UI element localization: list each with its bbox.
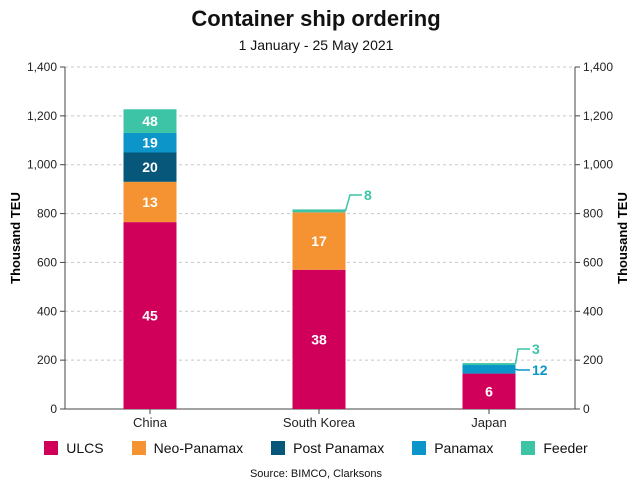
x-tick-label: South Korea <box>283 415 356 430</box>
callout-line <box>514 348 530 365</box>
legend-swatch <box>521 441 536 455</box>
data-label: 20 <box>142 159 158 175</box>
y-tick-label-right: 600 <box>583 255 603 269</box>
y-tick-label-right: 0 <box>583 402 590 416</box>
y-tick-label-left: 1,400 <box>27 60 57 74</box>
bar-segment <box>123 109 177 133</box>
data-label: 13 <box>142 194 158 210</box>
chart-title: Container ship ordering <box>191 6 441 31</box>
legend-item: Panamax <box>412 440 493 456</box>
legend-label: Panamax <box>434 440 494 456</box>
legend-swatch <box>44 441 59 455</box>
bar-segment <box>292 209 346 213</box>
x-tick-label: Japan <box>471 415 506 430</box>
y-tick-label-left: 1,000 <box>27 158 57 172</box>
data-label: 19 <box>142 135 158 151</box>
callout-line <box>344 194 362 212</box>
callout-label: 12 <box>532 362 548 378</box>
legend-swatch <box>131 441 146 455</box>
y-axis-title-left: Thousand TEU <box>8 192 23 284</box>
callout-line <box>515 368 530 371</box>
data-label: 6 <box>485 383 493 399</box>
y-tick-label-right: 1,200 <box>583 109 613 123</box>
legend-item: ULCS <box>44 440 104 456</box>
y-tick-label-left: 200 <box>37 353 57 367</box>
y-tick-label-left: 800 <box>37 207 57 221</box>
legend-item: Feeder <box>521 440 588 456</box>
legend: ULCS Neo-Panamax Post Panamax Panamax Feeder <box>0 440 632 456</box>
legend-swatch <box>412 441 427 455</box>
legend-item: Neo-Panamax <box>131 440 244 456</box>
bar-segment <box>123 222 177 409</box>
bar-segment <box>123 132 177 153</box>
y-tick-label-left: 0 <box>50 402 57 416</box>
y-tick-label-right: 1,000 <box>583 158 613 172</box>
y-tick-label-left: 1,200 <box>27 109 57 123</box>
legend-item: Post Panamax <box>271 440 384 456</box>
bar-segment <box>123 181 177 223</box>
data-label: 48 <box>142 113 158 129</box>
data-label: 38 <box>311 331 327 347</box>
bar-segment <box>462 373 516 409</box>
chart-subtitle: 1 January - 25 May 2021 <box>238 37 394 53</box>
y-tick-label-left: 600 <box>37 255 57 269</box>
bar-segment <box>462 363 516 366</box>
y-tick-label-right: 1,400 <box>583 60 613 74</box>
y-tick-label-right: 800 <box>583 207 603 221</box>
data-label: 17 <box>311 233 327 249</box>
y-axis-title-right: Thousand TEU <box>615 192 630 284</box>
x-tick-label: China <box>133 415 168 430</box>
legend-label: Post Panamax <box>293 440 385 456</box>
y-tick-label-right: 400 <box>583 304 603 318</box>
legend-label: ULCS <box>66 440 104 456</box>
source-note: Source: BIMCO, Clarksons <box>249 468 383 480</box>
bar-segment <box>292 269 346 409</box>
bar-segment <box>292 212 346 270</box>
bar-segment <box>123 152 177 182</box>
y-tick-label-left: 400 <box>37 304 57 318</box>
callout-label: 3 <box>532 341 540 357</box>
data-label: 45 <box>142 308 158 324</box>
legend-label: Neo-Panamax <box>153 440 244 456</box>
legend-label: Feeder <box>543 440 588 456</box>
callout-label: 8 <box>364 187 372 203</box>
y-tick-label-right: 200 <box>583 353 603 367</box>
bar-segment <box>462 365 516 374</box>
legend-swatch <box>271 441 286 455</box>
